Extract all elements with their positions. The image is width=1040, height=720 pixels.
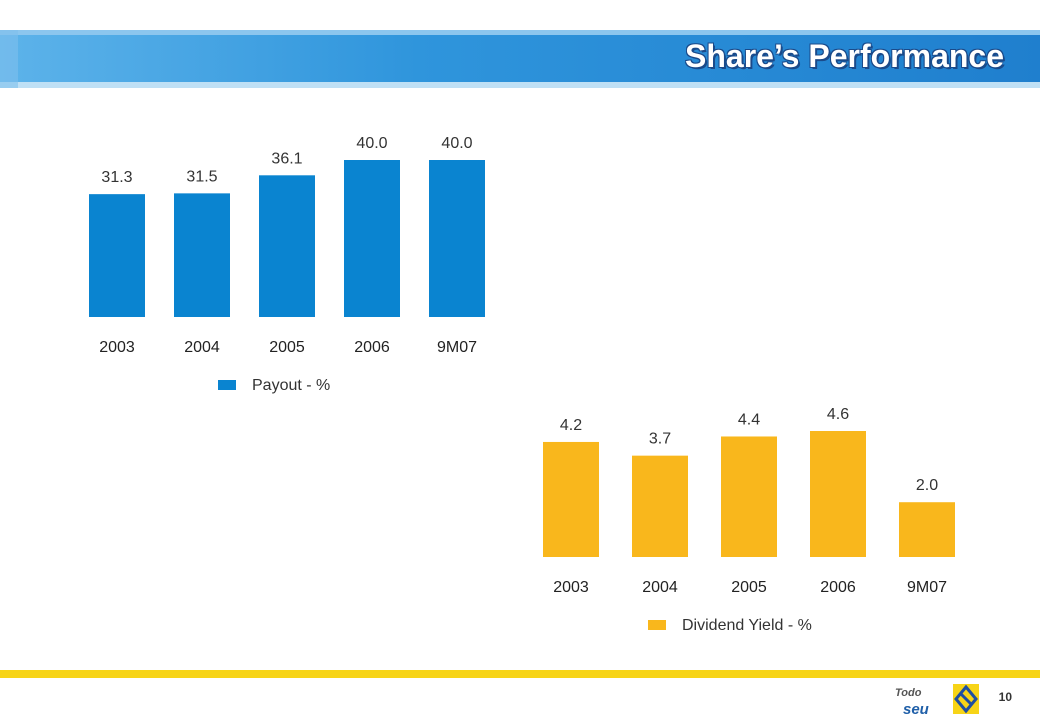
payout-category-label: 2003 [99,339,135,356]
footer-line [0,670,1040,678]
yield-bar [543,441,599,557]
payout-value-label: 31.5 [186,168,217,185]
yield-value-label: 4.6 [827,406,849,423]
payout-value-label: 31.3 [101,169,132,186]
yield-value-label: 4.4 [738,411,760,428]
payout-category-label: 9M07 [437,339,477,356]
yield-category-label: 2003 [553,579,589,596]
yield-bar [632,455,688,557]
yield-category-label: 2005 [731,579,767,596]
yield-category-label: 9M07 [907,579,947,596]
payout-category-label: 2006 [354,339,390,356]
yield-bar [899,502,955,557]
payout-value-label: 40.0 [356,135,387,152]
payout-value-label: 40.0 [441,135,472,152]
payout-category-label: 2004 [184,339,220,356]
payout-category-label: 2005 [269,339,305,356]
payout-value-label: 36.1 [271,150,302,167]
yield-category-label: 2004 [642,579,678,596]
yield-value-label: 2.0 [916,477,938,494]
logo-text-todo: Todo [895,687,922,699]
payout-bar [259,175,315,317]
logo-text-seu: seu [903,701,929,716]
yield-category-label: 2006 [820,579,856,596]
payout-legend-swatch [218,380,236,390]
yield-value-label: 3.7 [649,431,671,448]
yield-legend-label: Dividend Yield - % [682,617,812,634]
payout-bar [344,160,400,317]
yield-bar [810,431,866,557]
yield-value-label: 4.2 [560,417,582,434]
payout-bar [89,194,145,317]
payout-legend-label: Payout - % [252,377,330,394]
page-title: Share’s Performance [685,38,1004,74]
yield-bar [721,436,777,557]
page-number: 10 [998,690,1012,704]
yield-legend-swatch [648,620,666,630]
bank-logo: Todo seu [895,684,979,716]
title-bar [0,30,1040,88]
payout-bar [174,193,230,317]
logo-mark-icon [953,684,979,714]
payout-bar [429,160,485,317]
